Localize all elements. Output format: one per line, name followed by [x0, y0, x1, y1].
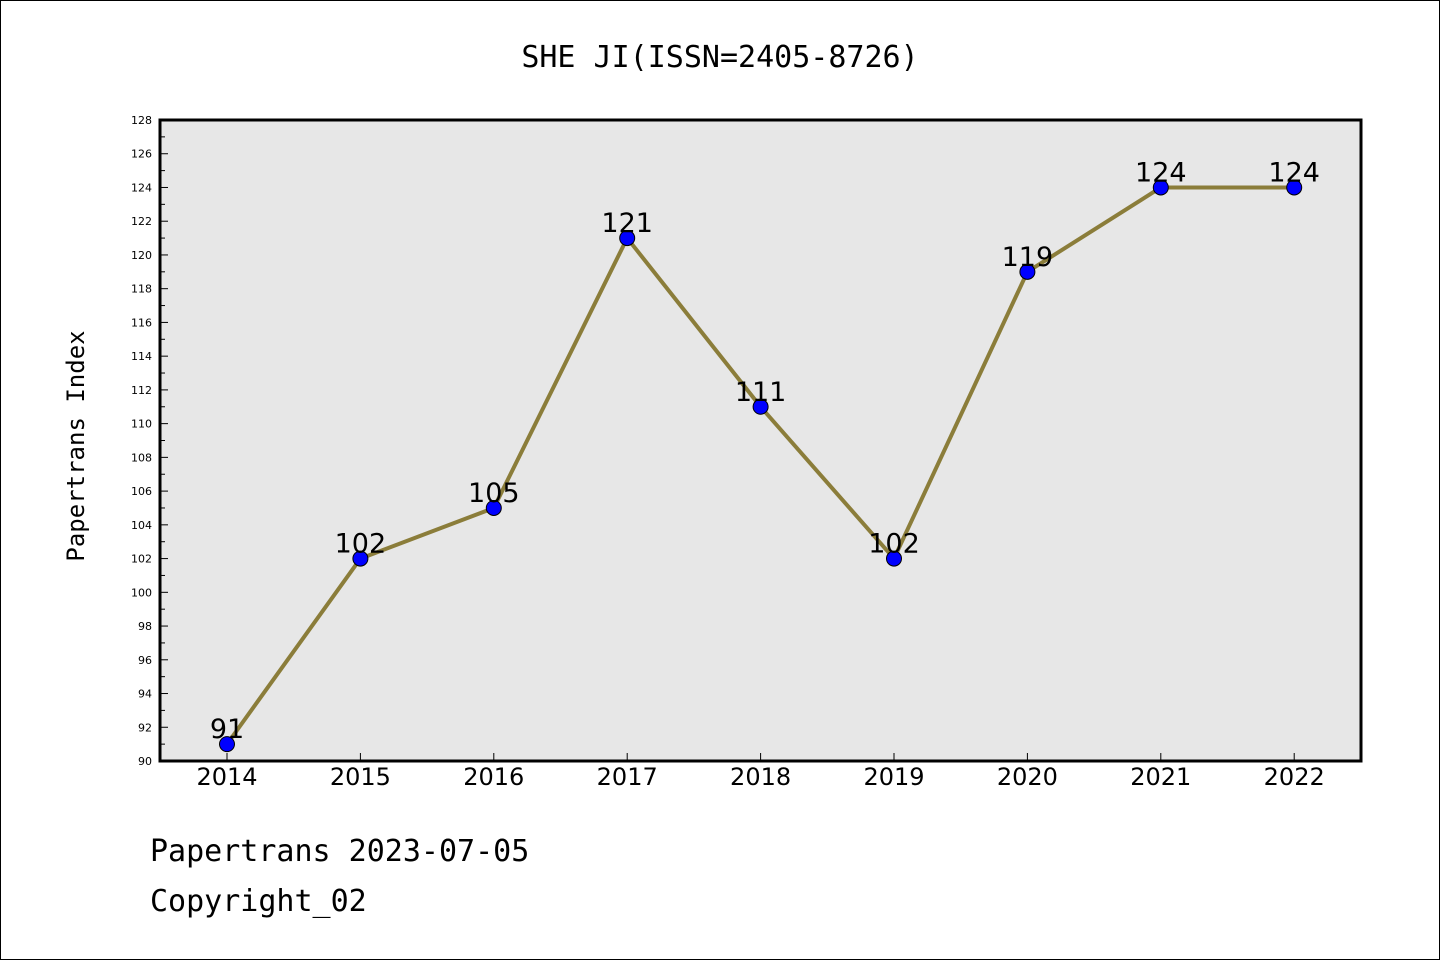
footer-copyright: Copyright_02	[150, 884, 367, 919]
data-label: 105	[468, 478, 520, 509]
x-tick-label: 2014	[196, 763, 257, 791]
data-label: 102	[335, 529, 387, 560]
plot-border	[158, 118, 1363, 763]
y-tick-label: 114	[131, 350, 152, 363]
y-tick-label: 112	[131, 384, 152, 397]
x-tick-label: 2019	[863, 763, 924, 791]
data-point	[886, 550, 902, 567]
data-point	[352, 550, 369, 567]
y-tick-label: 92	[138, 721, 152, 734]
y-tick-label: 94	[138, 688, 152, 701]
y-tick-label: 100	[131, 586, 152, 599]
y-tick-label: 124	[131, 181, 152, 194]
data-label: 124	[1268, 157, 1320, 188]
data-label: 124	[1135, 157, 1187, 188]
data-point	[485, 499, 502, 516]
y-tick-label: 90	[138, 755, 152, 768]
plot-area	[160, 120, 1361, 761]
x-tick-label: 2017	[597, 763, 658, 791]
x-axis: 2014 2015 2016 2017 2018 2019 2020 2021 2022	[196, 753, 1325, 791]
y-tick-label: 126	[131, 148, 152, 161]
y-axis-label: Papertrans Index	[62, 330, 90, 561]
data-label: 102	[868, 529, 920, 560]
x-tick-label: 2021	[1130, 763, 1191, 791]
data-label: 91	[210, 714, 244, 745]
x-tick-label: 2016	[463, 763, 524, 791]
x-tick-label: 2020	[997, 763, 1058, 791]
data-point	[619, 230, 636, 247]
data-point	[752, 398, 769, 415]
footer-source-date: Papertrans 2023-07-05	[150, 834, 530, 869]
y-tick-label: 96	[138, 654, 152, 667]
y-tick-label: 98	[138, 620, 152, 633]
data-point	[1286, 179, 1303, 196]
y-tick-label: 106	[131, 485, 152, 498]
data-point	[1152, 179, 1169, 196]
y-tick-label: 108	[131, 451, 152, 464]
x-tick-label: 2022	[1264, 763, 1325, 791]
y-tick-label: 104	[131, 519, 152, 532]
data-label: 119	[1002, 242, 1054, 273]
y-tick-label: 120	[131, 249, 152, 262]
data-labels: 91 102 105 121 111 102 119 124 124	[210, 157, 1320, 745]
data-point	[1019, 263, 1036, 280]
chart-title: SHE JI(ISSN=2405-8726)	[521, 40, 918, 75]
y-tick-label: 118	[131, 283, 152, 296]
y-tick-label: 128	[131, 114, 152, 127]
x-tick-label: 2018	[730, 763, 791, 791]
data-point	[219, 736, 235, 753]
series-line-group	[219, 179, 1303, 753]
y-tick-label: 116	[131, 316, 152, 329]
y-tick-label: 122	[131, 215, 152, 228]
x-tick-label: 2015	[330, 763, 391, 791]
data-label: 121	[601, 208, 653, 239]
y-tick-label: 102	[131, 553, 152, 566]
y-tick-label: 110	[131, 418, 152, 431]
data-label: 111	[735, 377, 787, 408]
